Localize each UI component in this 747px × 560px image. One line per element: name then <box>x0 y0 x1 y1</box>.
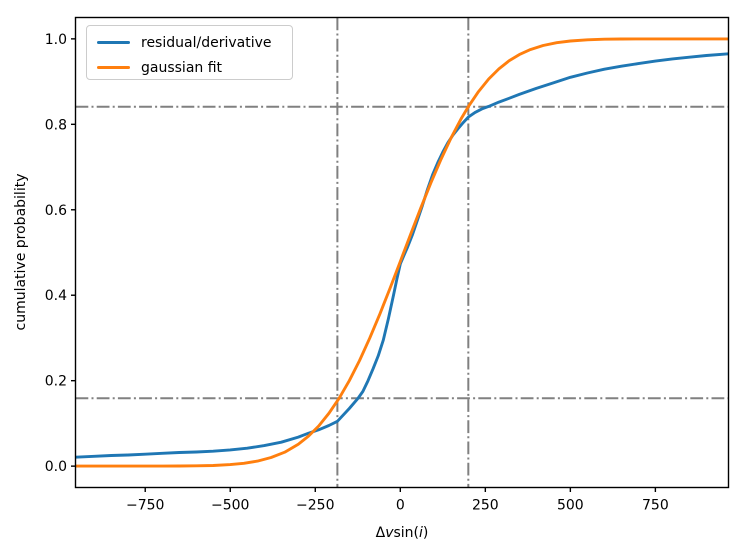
legend-label: residual/derivative <box>141 34 272 51</box>
y-tick-label: 0.2 <box>45 374 67 390</box>
x-tick-label: 0 <box>396 498 405 514</box>
y-tick-label: 0.0 <box>45 459 67 475</box>
legend-item-0: residual/derivative <box>97 30 292 55</box>
legend-line-swatch <box>97 40 130 45</box>
x-tick-label: 750 <box>642 498 669 514</box>
y-tick-label: 0.4 <box>45 288 67 304</box>
legend-line-swatch <box>97 65 130 70</box>
x-tick-label: 500 <box>557 498 584 514</box>
x-axis-label: Δvsin(i) <box>376 525 429 541</box>
x-tick-label: −250 <box>296 498 334 514</box>
x-tick-label: 250 <box>472 498 499 514</box>
x-tick-label: −750 <box>126 498 164 514</box>
y-tick-label: 0.8 <box>45 117 67 133</box>
axes-spines <box>74 16 730 489</box>
y-tick-label: 0.6 <box>45 203 67 219</box>
series-line-gaussian-fit <box>75 37 729 468</box>
y-axis-label: cumulative probability <box>13 173 29 331</box>
legend-item-1: gaussian fit <box>97 55 292 80</box>
legend: residual/derivative gaussian fit <box>86 25 293 80</box>
series-line-residual-derivative <box>75 52 729 459</box>
x-tick-label: −500 <box>211 498 249 514</box>
legend-label: gaussian fit <box>141 59 223 76</box>
y-tick-label: 1.0 <box>45 32 67 48</box>
